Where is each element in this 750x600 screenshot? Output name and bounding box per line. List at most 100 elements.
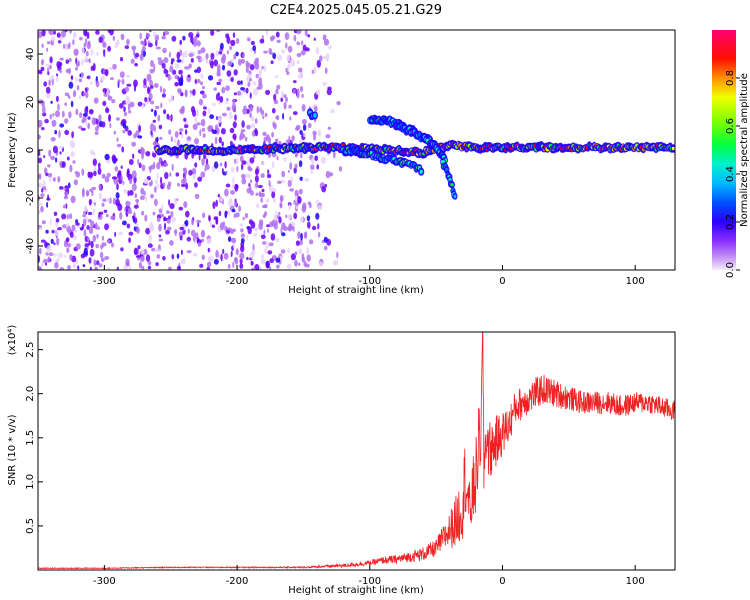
speckle-mark [297,231,301,239]
speckle-mark [156,162,161,170]
speckle-mark [91,117,97,126]
speckle-mark [301,40,304,46]
speckle-mark [269,266,272,270]
speckle-mark [40,193,45,198]
speckle-mark [307,221,311,229]
snr-x-ticks: -300 -200 -100 0 100 [93,565,645,587]
speckle-mark [265,89,271,96]
speckle-mark [57,103,60,111]
speckle-mark [298,262,301,266]
speckle-mark [97,226,100,230]
speckle-mark [55,157,58,163]
speckle-mark [125,209,129,217]
speckle-mark [111,99,116,104]
speckle-mark [167,74,171,81]
speckle-mark [178,69,183,75]
speckle-mark [171,253,175,260]
speckle-mark [49,56,53,64]
speckle-mark [287,45,293,53]
speckle-mark [297,248,303,255]
speckle-mark [84,38,88,45]
speckle-mark [248,167,253,172]
speckle-mark [261,65,264,70]
speckle-mark [263,65,267,72]
speckle-mark [235,157,239,165]
speckle-mark [273,223,278,230]
speckle-mark [275,31,280,38]
speckle-mark [44,241,48,249]
speckle-mark [155,105,160,110]
speckle-mark [287,179,292,188]
speckle-mark [315,212,320,220]
speckle-mark [287,247,291,254]
speckle-mark [239,131,245,140]
speckle-mark [298,139,303,143]
speckle-mark [134,193,138,199]
speckle-mark [254,168,259,176]
speckle-mark [214,161,219,169]
y-tick-label: -20 [25,190,36,206]
speckle-mark [301,253,305,261]
speckle-mark [325,170,331,179]
speckle-mark [56,73,59,77]
speckle-mark [38,173,42,180]
speckle-mark [70,151,75,158]
speckle-mark [70,100,74,108]
speckle-mark [133,247,138,256]
speckle-mark [103,49,106,58]
speckle-mark [176,253,180,259]
speckle-mark [241,177,247,185]
speckle-mark [257,184,263,189]
speckle-mark [129,101,135,108]
speckle-mark [230,39,236,47]
speckle-mark [233,69,238,76]
speckle-mark [221,64,226,71]
speckle-mark [97,162,101,169]
speckle-mark [79,36,83,41]
speckle-mark [248,77,252,82]
speckle-mark [79,73,82,78]
speckle-mark [86,237,90,241]
speckle-mark [43,81,48,87]
speckle-mark [163,109,167,115]
speckle-mark [239,263,244,269]
speckle-mark [267,228,269,233]
track-core [444,167,449,172]
speckle-mark [194,78,197,85]
speckle-mark [41,30,46,37]
speckle-mark [220,128,226,135]
speckle-mark [266,173,272,179]
speckle-mark [137,135,143,139]
speckle-mark [315,200,320,205]
speckle-mark [291,135,295,142]
speckle-mark [201,238,205,242]
speckle-mark [112,63,117,70]
speckle-mark [104,69,109,77]
speckle-mark [101,173,106,179]
speckle-mark [68,81,74,89]
speckle-mark [171,35,177,42]
speckle-mark [85,90,89,99]
speckle-mark [198,98,203,106]
speckle-mark [104,256,110,260]
speckle-mark [115,117,120,121]
speckle-mark [200,81,203,86]
speckle-mark [63,43,65,50]
speckle-mark [102,88,107,93]
speckle-mark [268,184,274,193]
speckle-mark [146,176,151,181]
speckle-mark [41,43,44,48]
speckle-mark [71,131,74,139]
speckle-mark [246,124,251,130]
speckle-mark [75,108,79,116]
speckle-mark [200,47,206,54]
speckle-mark [216,30,221,33]
speckle-mark [87,122,91,130]
track-core [313,112,317,118]
speckle-mark [254,175,259,183]
speckle-mark [166,113,170,120]
speckle-mark [89,248,95,257]
speckle-mark [178,231,184,238]
speckle-mark [90,220,95,229]
speckle-mark [46,201,49,208]
